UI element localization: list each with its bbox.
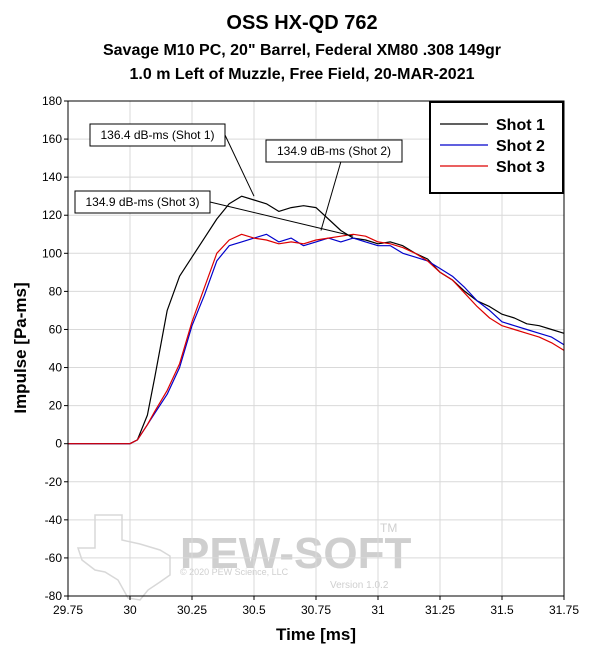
legend-label: Shot 3 xyxy=(496,159,545,176)
y-tick-label: 20 xyxy=(49,399,63,413)
y-tick-label: -20 xyxy=(45,475,63,489)
y-tick-label: 180 xyxy=(42,94,62,108)
x-tick-label: 30 xyxy=(123,603,137,617)
annotation-leader xyxy=(209,201,354,237)
series-line-shot-3 xyxy=(68,233,565,445)
watermark-trademark: TM xyxy=(380,521,397,535)
x-tick-label: 31.5 xyxy=(490,603,514,617)
chart-subtitle-2: 1.0 m Left of Muzzle, Free Field, 20-MAR… xyxy=(130,66,475,83)
y-tick-label: 100 xyxy=(42,246,62,260)
annotation-leader xyxy=(224,134,255,197)
y-tick-label: 40 xyxy=(49,361,63,375)
x-tick-label: 31.25 xyxy=(425,603,455,617)
annotation-box xyxy=(265,139,403,163)
y-tick-label: -40 xyxy=(45,513,63,527)
x-tick-label: 29.75 xyxy=(53,603,83,617)
series-line-shot-2 xyxy=(68,233,565,445)
plot-frame xyxy=(67,100,565,597)
y-axis-label: Impulse [Pa-ms] xyxy=(11,282,30,413)
series-line-shot-1 xyxy=(68,195,565,445)
chart-title: OSS HX-QD 762 xyxy=(226,12,377,34)
y-tick-label: -80 xyxy=(45,589,63,603)
y-tick-label: 80 xyxy=(49,284,63,298)
legend: Shot 1 Shot 2 Shot 3 xyxy=(429,101,564,194)
annotation-leader xyxy=(320,161,342,231)
legend-label: Shot 2 xyxy=(496,138,545,155)
y-tick-label: 120 xyxy=(42,208,62,222)
annotation-label: 134.9 dB-ms (Shot 3) xyxy=(85,195,199,209)
y-tick-label: 160 xyxy=(42,132,62,146)
x-tick-label: 30.75 xyxy=(301,603,331,617)
legend-label: Shot 1 xyxy=(496,117,545,134)
watermark-copyright: © 2020 PEW Science, LLC xyxy=(180,567,289,577)
y-tick-label: 140 xyxy=(42,170,62,184)
annotation-box xyxy=(74,190,211,214)
series-lines xyxy=(68,195,565,445)
watermark-brand: PEW-SOFT xyxy=(180,529,411,578)
x-axis-label: Time [ms] xyxy=(276,625,356,644)
grid xyxy=(68,101,564,596)
y-tick-label: 0 xyxy=(55,437,62,451)
x-tick-label: 30.25 xyxy=(177,603,207,617)
x-tick-label: 31 xyxy=(371,603,385,617)
chart-subtitle-1: Savage M10 PC, 20" Barrel, Federal XM80 … xyxy=(103,42,501,59)
annotation-box xyxy=(89,123,226,147)
y-tick-label: -60 xyxy=(45,551,63,565)
annotation-label: 136.4 dB-ms (Shot 1) xyxy=(100,128,214,142)
legend-box xyxy=(429,101,564,194)
watermark: PEW-SOFT TM © 2020 PEW Science, LLC Vers… xyxy=(76,514,411,601)
x-tick-label: 31.75 xyxy=(549,603,579,617)
axis-ticks: 29.75 30 30.25 30.5 30.75 31 31.25 31.5 31.75 180… xyxy=(42,94,579,617)
annotations: 136.4 dB-ms (Shot 1) 134.9 dB-ms (Shot 2)… xyxy=(74,123,403,237)
y-tick-label: 60 xyxy=(49,322,63,336)
watermark-version: Version 1.0.2 xyxy=(330,580,389,591)
x-tick-label: 30.5 xyxy=(242,603,266,617)
annotation-label: 134.9 dB-ms (Shot 2) xyxy=(277,144,391,158)
